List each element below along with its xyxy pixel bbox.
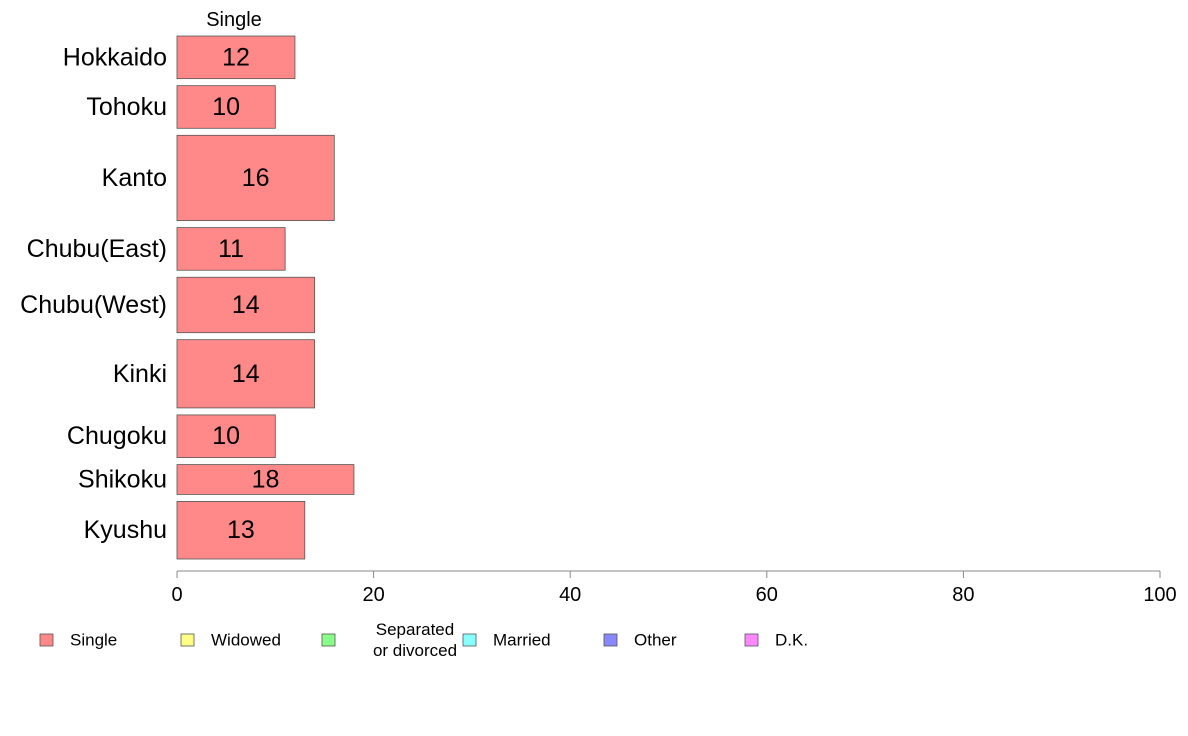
- legend: Single Widowed Separated or divorced Married…: [39, 620, 808, 660]
- category-label: Tohoku: [86, 93, 167, 121]
- x-tick-label: 80: [952, 584, 974, 606]
- x-tick-label: 60: [756, 584, 778, 606]
- category-label: Chubu(West): [20, 291, 167, 319]
- category-label: Chugoku: [67, 422, 167, 450]
- category-label: Kyushu: [84, 516, 167, 544]
- category-label: Chubu(East): [27, 235, 167, 263]
- bar-single: [176, 339, 316, 409]
- data-label: 14: [232, 291, 260, 319]
- category-label: Shikoku: [78, 465, 167, 493]
- data-label: 12: [222, 43, 250, 71]
- bars: Hokkaido 12 Tohoku 10 Kanto 16 Chubu(East) 11 Ch…: [20, 35, 355, 560]
- legend-label: Single: [70, 631, 117, 650]
- legend-label: Married: [493, 631, 551, 650]
- legend-label: D.K.: [775, 631, 808, 650]
- legend-swatch: [603, 633, 618, 647]
- legend-swatch: [39, 633, 54, 647]
- legend-label: or divorced: [373, 641, 457, 660]
- category-label: Hokkaido: [63, 43, 167, 71]
- bar-single: [176, 227, 286, 271]
- x-tick-label: 40: [559, 584, 581, 606]
- bar-single: [176, 414, 276, 458]
- legend-label: Separated: [376, 620, 454, 639]
- legend-swatch: [180, 633, 195, 647]
- bar-single: [176, 35, 296, 80]
- bar-single: [176, 276, 316, 334]
- data-label: 10: [212, 422, 240, 450]
- data-label: 18: [252, 465, 280, 493]
- data-label: 16: [242, 164, 270, 192]
- data-label: 11: [218, 235, 244, 263]
- legend-label: Widowed: [211, 631, 281, 650]
- legend-swatch: [321, 633, 336, 647]
- bar-single: [176, 85, 276, 129]
- data-label: 13: [227, 516, 255, 544]
- bar-single: [176, 464, 355, 495]
- legend-swatch: [744, 633, 759, 647]
- x-axis: 0 20 40 60 80 100: [171, 570, 1177, 606]
- category-label: Kanto: [102, 164, 167, 192]
- x-tick-label: 100: [1143, 584, 1176, 606]
- data-label: 10: [212, 93, 240, 121]
- data-label: 14: [232, 360, 260, 388]
- column-title: Single: [206, 9, 262, 31]
- x-tick-label: 20: [362, 584, 384, 606]
- category-label: Kinki: [113, 360, 167, 388]
- x-tick-label: 0: [171, 584, 182, 606]
- bar-single: [176, 501, 306, 560]
- bar-single: [176, 134, 335, 221]
- legend-label: Other: [634, 631, 677, 650]
- legend-swatch: [462, 633, 477, 647]
